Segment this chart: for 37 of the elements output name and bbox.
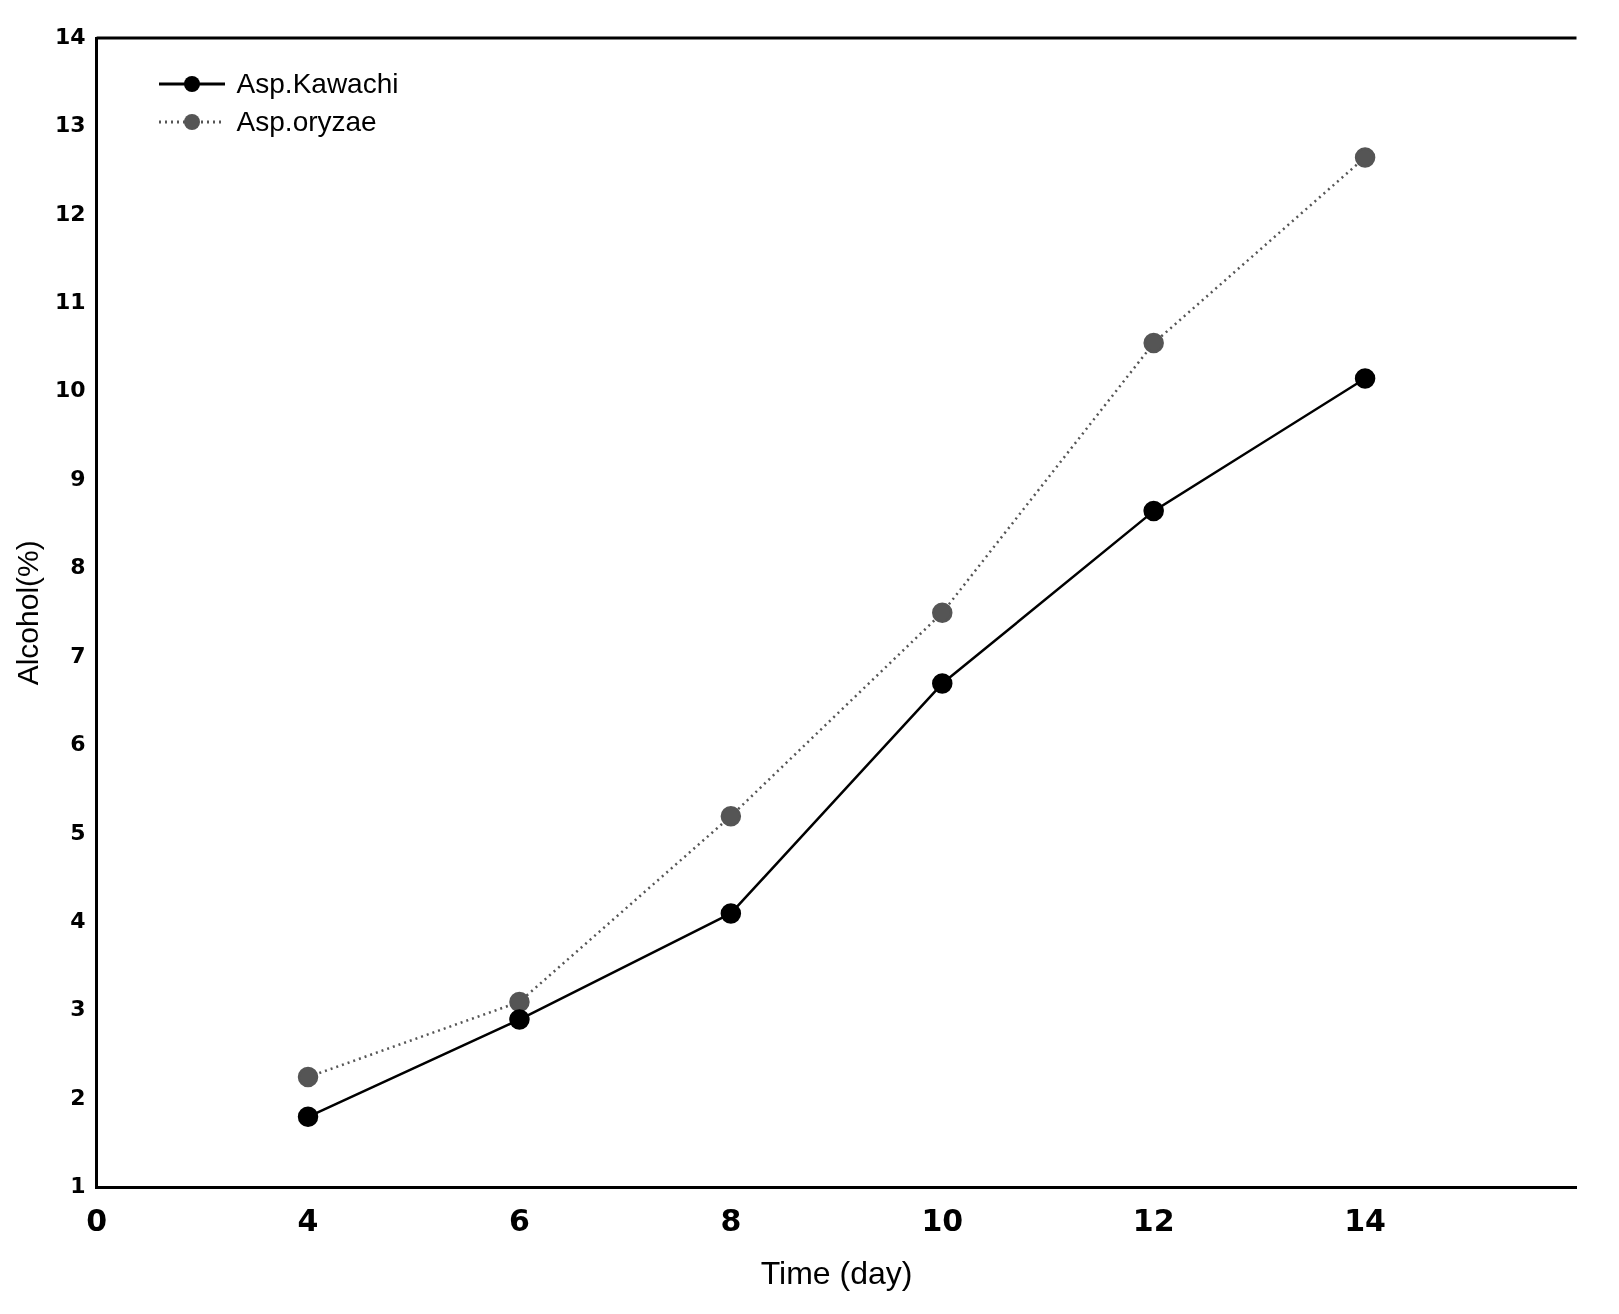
x-tick-label: 14 bbox=[1344, 1203, 1386, 1239]
legend-label: Asp.Kawachi bbox=[236, 68, 399, 100]
y-tick-label: 12 bbox=[54, 200, 86, 226]
x-tick-label: 4 bbox=[297, 1203, 319, 1239]
y-tick-label: 2 bbox=[70, 1084, 86, 1110]
point bbox=[297, 1066, 319, 1088]
y-tick-label: 4 bbox=[70, 908, 86, 934]
point bbox=[1354, 368, 1376, 389]
legend-label: Asp.oryzae bbox=[236, 106, 377, 138]
y-tick-label: 7 bbox=[70, 642, 86, 668]
point bbox=[297, 1106, 319, 1128]
point bbox=[932, 673, 953, 694]
y-tick-label: 5 bbox=[70, 819, 86, 845]
y-tick-label: 9 bbox=[70, 465, 86, 491]
point bbox=[932, 602, 953, 624]
y-tick-label: 14 bbox=[54, 23, 86, 49]
point bbox=[720, 903, 742, 924]
point bbox=[1143, 332, 1164, 354]
y-tick-label: 6 bbox=[70, 731, 86, 757]
point bbox=[509, 991, 530, 1013]
x-tick-label: 6 bbox=[509, 1203, 530, 1239]
y-tick-label: 1 bbox=[70, 1173, 86, 1199]
y-tick-label: 3 bbox=[70, 996, 86, 1022]
y-axis-title: Alcohol(%) bbox=[11, 540, 45, 686]
y-tick-label: 8 bbox=[70, 554, 86, 580]
x-tick-label: 12 bbox=[1132, 1203, 1175, 1239]
x-axis-title: Time (day) bbox=[760, 1254, 913, 1291]
x-tick-label: 0 bbox=[86, 1203, 108, 1239]
y-tick-label: 13 bbox=[54, 112, 86, 138]
y-tick-label: 11 bbox=[54, 289, 86, 315]
y-tick-label: 10 bbox=[54, 377, 86, 403]
x-tick-label: 8 bbox=[720, 1203, 742, 1239]
point bbox=[1354, 147, 1376, 168]
point bbox=[1143, 500, 1164, 522]
point bbox=[720, 805, 742, 827]
point bbox=[509, 1009, 530, 1030]
x-tick-label: 10 bbox=[921, 1203, 964, 1239]
